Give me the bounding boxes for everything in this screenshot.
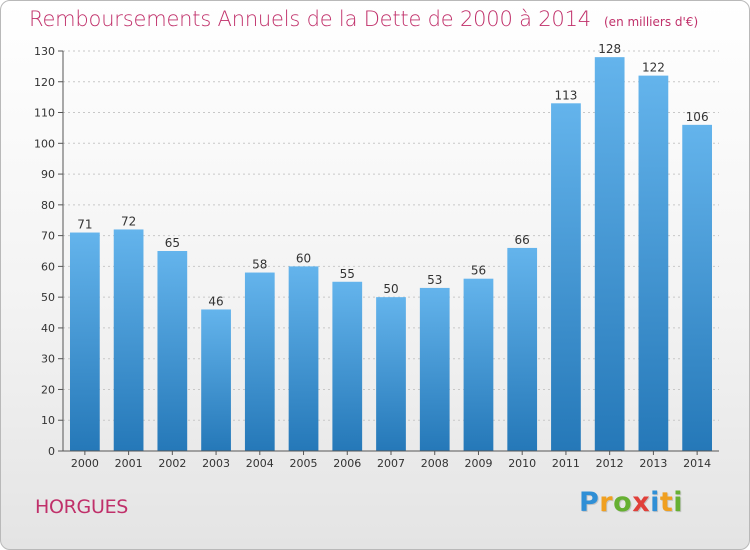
bar [419,287,450,451]
x-tick-label: 2009 [464,457,492,470]
bar-value-label: 66 [515,233,530,247]
logo-letter: P [579,487,600,518]
y-tick-label: 120 [34,76,55,89]
x-tick-label: 2001 [115,457,143,470]
bar-value-label: 113 [554,88,577,102]
y-tick-label: 60 [41,260,55,273]
bar-value-label: 128 [598,42,621,56]
x-tick-label: 2002 [158,457,186,470]
bar-value-label: 72 [121,214,136,228]
bar [288,266,319,451]
chart-subtitle: (en milliers d'€) [604,15,699,29]
x-tick-label: 2004 [246,457,274,470]
x-tick-label: 2007 [377,457,405,470]
y-tick-label: 110 [34,107,55,120]
y-tick-label: 100 [34,137,55,150]
x-tick-label: 2014 [683,457,711,470]
bar [113,229,144,451]
bar [69,232,100,451]
bars: 71 72 65 46 58 60 55 50 53 56 66 113 128 122 106 [69,42,713,452]
y-tick-label: 70 [41,230,55,243]
logo-letter: r [599,487,614,518]
y-tick-label: 90 [41,168,55,181]
x-tick-label: 2012 [596,457,624,470]
y-tick-label: 10 [41,414,55,427]
x-tick-label: 2011 [552,457,580,470]
y-tick-label: 80 [41,199,55,212]
bar [594,57,625,452]
bar-value-label: 55 [340,267,355,281]
y-tick-label: 0 [48,445,55,458]
bar [682,124,713,451]
y-tick-label: 30 [41,353,55,366]
bar-value-label: 71 [77,218,92,232]
chart-header: Remboursements Annuels de la Dette de 20… [29,7,698,31]
proxiti-logo: Proxiti [579,487,683,518]
bar-value-label: 122 [642,61,665,75]
logo-letter: i [650,487,660,518]
bar [157,251,188,451]
x-tick-label: 2000 [71,457,99,470]
bar-value-label: 106 [686,110,709,124]
y-tick-label: 130 [34,45,55,58]
y-tick-label: 40 [41,322,55,335]
x-tick-label: 2010 [508,457,536,470]
x-axis: 2000 2001 2002 2003 2004 2005 2006 2007 2008 2009… [63,450,719,470]
logo-letter: x [632,487,651,518]
x-tick-label: 2006 [333,457,361,470]
commune-name: HORGUES [35,496,129,518]
bar-value-label: 50 [383,282,398,296]
bar [201,309,231,451]
bar [551,103,581,452]
x-tick-label: 2013 [639,457,667,470]
bar-value-label: 58 [252,258,267,272]
bar [376,297,406,451]
y-tick-label: 20 [41,383,55,396]
chart-title: Remboursements Annuels de la Dette de 20… [29,7,591,31]
bar-value-label: 46 [208,294,223,308]
bar-value-label: 56 [471,264,486,278]
x-tick-label: 2003 [202,457,230,470]
bar [244,272,275,451]
bar [507,247,538,451]
logo-letter: o [613,487,633,518]
y-axis: 0 10 20 30 40 50 60 70 80 90 100 110 120 130 [34,45,64,458]
bar [638,75,669,451]
logo-letter: i [673,487,684,518]
bar [463,278,494,451]
bar [332,281,363,451]
x-tick-label: 2005 [290,457,318,470]
bar-value-label: 60 [296,251,311,265]
bar-value-label: 53 [427,273,442,287]
logo-letter: t [659,487,674,518]
bar-value-label: 65 [165,236,180,250]
x-tick-label: 2008 [421,457,449,470]
y-tick-label: 50 [41,291,55,304]
